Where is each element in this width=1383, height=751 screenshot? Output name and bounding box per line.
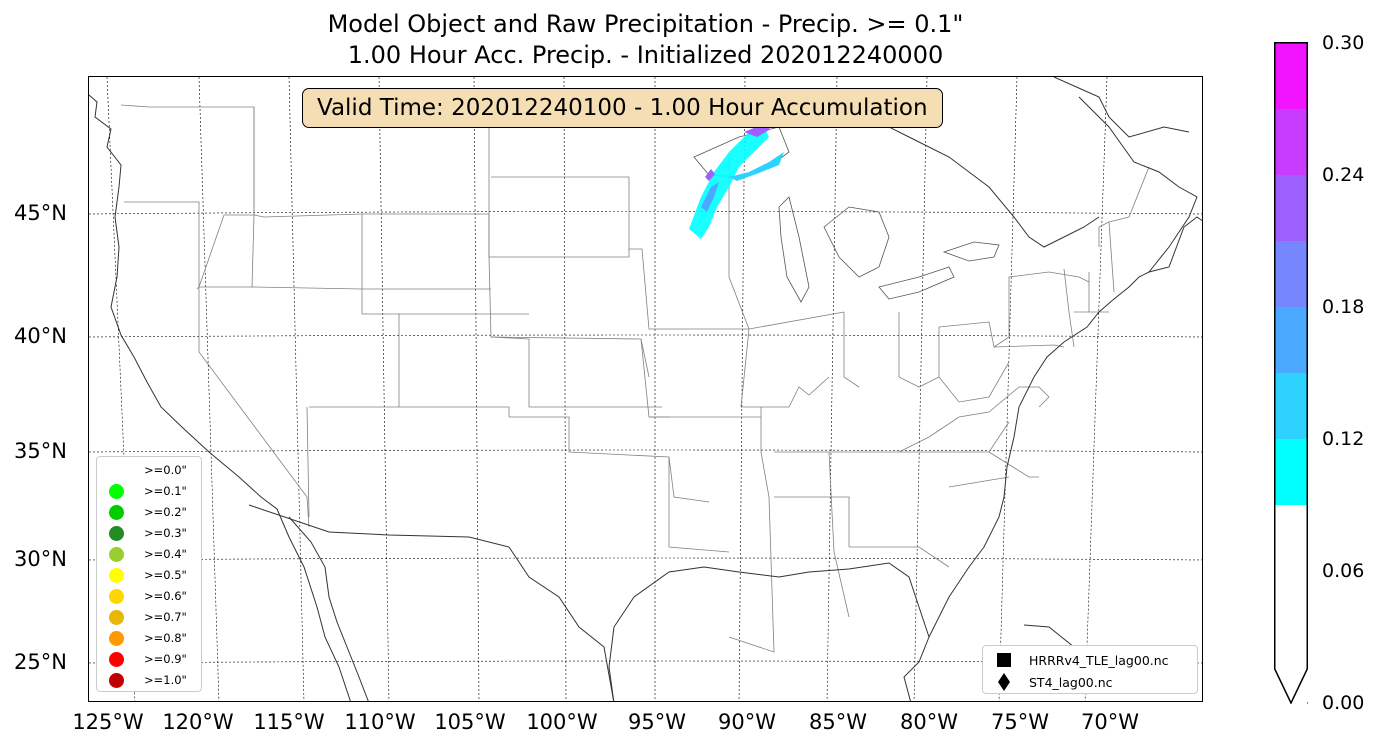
chart-subtitle: 1.00 Hour Acc. Precip. - Initialized 202… [347,41,944,69]
legend-label: >=0.2" [144,505,187,519]
colorbar-bin [1275,109,1307,175]
colorbar-tick-label: 0.30 [1322,32,1365,54]
legend-item: >=0.6" [97,586,201,607]
legend-item: >=0.4" [97,544,201,565]
lon-label-75w: 75°W [991,710,1049,734]
colorbar-tick-label: 0.00 [1322,692,1365,714]
colorbar-tick-label: 0.06 [1322,560,1365,582]
colorbar-bin [1275,307,1307,373]
lon-label-80w: 80°W [900,710,958,734]
lat-label-30n: 30°N [14,547,67,571]
diamond-marker-icon [998,673,1010,691]
lon-label-105w: 105°W [434,710,506,734]
legend-item: >=0.1" [97,481,201,502]
colorbar-bin [1275,241,1307,307]
legend-item: >=1.0" [97,670,201,691]
legend-label: >=0.4" [144,547,187,561]
legend-swatch-5 [109,568,124,583]
chart-title: Model Object and Raw Precipitation - Pre… [327,10,964,38]
legend-item: >=0.3" [97,523,201,544]
lon-label-110w: 110°W [344,710,416,734]
threshold-legend: >=0.0" >=0.1" >=0.2" >=0.3" >=0.4" >=0.5… [96,456,202,692]
lon-label-100w: 100°W [526,710,598,734]
lon-label-70w: 70°W [1081,710,1139,734]
model-legend: HRRRv4_TLE_lag00.nc ST4_lag00.nc [982,645,1198,694]
colorbar-bin [1275,439,1307,505]
lon-label-95w: 95°W [628,710,686,734]
legend-item: >=0.7" [97,607,201,628]
legend-label: >=0.7" [144,610,187,624]
lon-label-90w: 90°W [718,710,776,734]
model-legend-item-st4: ST4_lag00.nc [991,671,1196,693]
legend-label: >=0.0" [144,463,187,477]
colorbar-bin [1275,373,1307,439]
legend-swatch-9 [109,652,124,667]
valid-time-box: Valid Time: 202012240100 - 1.00 Hour Acc… [302,88,943,128]
colorbar-bin [1275,175,1307,241]
legend-item: >=0.5" [97,565,201,586]
colorbar-outline [1274,42,1308,704]
legend-label: >=0.5" [144,568,187,582]
precip-swath [689,125,784,239]
lon-label-115w: 115°W [253,710,325,734]
colorbar-bin [1275,505,1307,703]
lat-label-45n: 45°N [14,201,67,225]
legend-label: >=0.9" [144,652,187,666]
lat-label-25n: 25°N [14,650,67,674]
colorbar-ticks [1307,42,1308,704]
colorbar [1274,42,1308,704]
legend-swatch-0 [109,463,124,478]
lon-label-125w: 125°W [72,710,144,734]
map-canvas [89,77,1202,701]
colorbar-bin [1275,43,1307,109]
legend-item: >=0.9" [97,649,201,670]
square-marker-icon [997,653,1011,667]
lon-label-85w: 85°W [809,710,867,734]
colorbar-tick-label: 0.18 [1322,296,1365,318]
colorbar-bins [1275,43,1307,703]
legend-item: >=0.8" [97,628,201,649]
lat-label-35n: 35°N [14,439,67,463]
legend-label: >=0.1" [144,484,187,498]
legend-label: >=0.6" [144,589,187,603]
model-legend-label: HRRRv4_TLE_lag00.nc [1029,653,1169,668]
lon-label-120w: 120°W [162,710,234,734]
legend-item: >=0.2" [97,502,201,523]
map-panel[interactable] [88,76,1203,702]
state-borders [120,104,1150,653]
legend-label: >=1.0" [144,673,187,687]
legend-swatch-4 [109,547,124,562]
legend-swatch-6 [109,589,124,604]
legend-swatch-8 [109,631,124,646]
legend-swatch-2 [109,505,124,520]
legend-swatch-7 [109,610,124,625]
legend-swatch-3 [109,526,124,541]
legend-swatch-10 [109,673,124,688]
legend-item: >=0.0" [97,460,201,481]
legend-label: >=0.3" [144,526,187,540]
colorbar-tick-label: 0.24 [1322,164,1365,186]
model-legend-item-hrrr: HRRRv4_TLE_lag00.nc [991,649,1196,671]
colorbar-tick-label: 0.12 [1322,428,1365,450]
legend-swatch-1 [109,484,124,499]
legend-label: >=0.8" [144,631,187,645]
lat-label-40n: 40°N [14,324,67,348]
model-legend-label: ST4_lag00.nc [1029,675,1113,690]
